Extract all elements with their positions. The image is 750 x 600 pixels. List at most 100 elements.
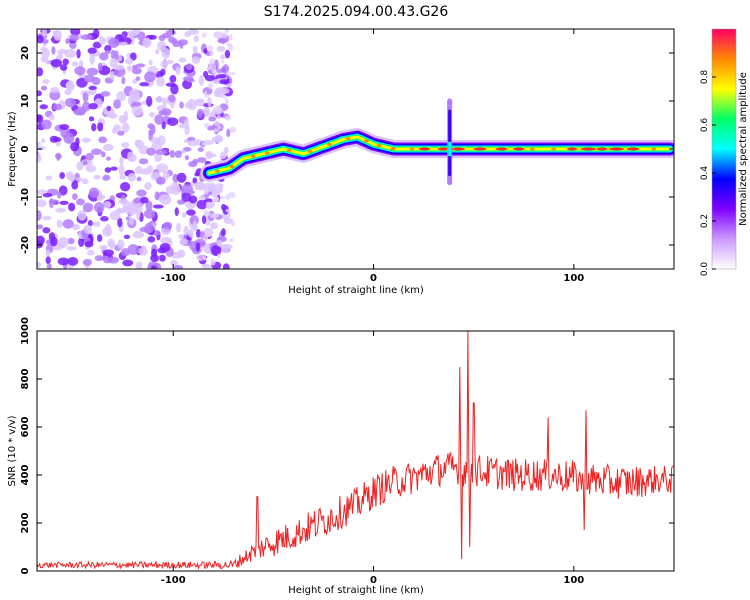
noise-blob xyxy=(135,63,146,68)
snr-y-ticks: 0 200 400 600 800 1000 xyxy=(20,317,674,574)
noise-blob xyxy=(106,105,112,112)
noise-blob xyxy=(222,64,230,74)
noise-blob xyxy=(154,191,160,201)
noise-blob xyxy=(208,82,214,90)
noise-blob xyxy=(195,229,201,238)
noise-blob xyxy=(139,226,150,233)
colorbar-gradient xyxy=(711,28,737,270)
noise-blob xyxy=(165,82,176,87)
noise-blob xyxy=(215,74,227,79)
noise-blob xyxy=(178,123,189,129)
noise-blob xyxy=(83,224,92,234)
noise-blob xyxy=(187,229,195,238)
y-tick-label: 0 xyxy=(20,567,31,574)
noise-blob xyxy=(174,150,182,158)
noise-blob xyxy=(220,243,230,254)
noise-blob xyxy=(228,238,234,243)
noise-blob xyxy=(37,141,42,147)
noise-blob xyxy=(128,172,137,182)
noise-blob xyxy=(175,66,181,76)
noise-blob xyxy=(145,200,153,211)
noise-blob xyxy=(89,53,95,65)
noise-blob xyxy=(170,103,175,109)
noise-blob xyxy=(119,156,124,166)
noise-blob xyxy=(221,32,228,39)
noise-blob xyxy=(181,192,192,202)
noise-blob xyxy=(41,39,49,44)
noise-blob xyxy=(131,101,142,107)
noise-blob xyxy=(100,216,109,222)
noise-blob xyxy=(55,208,67,213)
figure-title: S174.2025.094.00.43.G26 xyxy=(264,4,449,20)
noise-blob xyxy=(83,74,96,83)
noise-blob xyxy=(186,63,193,71)
noise-blob xyxy=(67,237,75,245)
noise-blob xyxy=(39,104,48,110)
noise-blob xyxy=(102,143,114,152)
noise-blob xyxy=(170,259,178,266)
noise-blob xyxy=(212,197,216,204)
noise-blob xyxy=(40,85,48,91)
noise-blob xyxy=(92,29,100,39)
noise-blob xyxy=(207,62,213,67)
noise-blob xyxy=(139,82,150,87)
noise-blob xyxy=(184,155,189,161)
noise-blob xyxy=(42,193,53,198)
noise-blob xyxy=(91,123,97,132)
noise-blob xyxy=(88,102,98,110)
noise-blob xyxy=(45,175,53,181)
noise-blob xyxy=(207,96,212,108)
noise-blob xyxy=(37,210,42,221)
noise-blob xyxy=(221,94,227,99)
noise-blob xyxy=(192,45,198,54)
noise-blob xyxy=(178,234,185,239)
noise-blob xyxy=(208,116,217,122)
noise-blob xyxy=(178,57,187,63)
noise-blob xyxy=(87,220,93,227)
noise-blob xyxy=(41,29,47,37)
noise-blob xyxy=(225,208,232,213)
noise-blob xyxy=(94,255,104,262)
noise-blob xyxy=(188,195,198,204)
ridge-peak xyxy=(345,137,351,141)
noise-blob xyxy=(169,149,176,158)
snr-x-ticks: -100 0 100 xyxy=(161,331,584,586)
noise-blob xyxy=(222,263,230,269)
noise-blob xyxy=(77,210,87,221)
noise-blob xyxy=(62,58,70,66)
noise-blob xyxy=(146,147,156,156)
noise-blob xyxy=(196,254,205,261)
noise-blob xyxy=(50,59,63,68)
noise-blob xyxy=(155,263,162,269)
noise-blob xyxy=(209,58,216,65)
noise-blob xyxy=(206,232,213,237)
noise-blob xyxy=(37,261,41,268)
noise-blob xyxy=(42,215,52,221)
noise-blob xyxy=(224,49,231,59)
snr-panel: -100 0 100 0 200 400 600 800 1000 Height of str… xyxy=(7,317,675,596)
noise-blob xyxy=(42,79,50,84)
noise-blob xyxy=(121,122,130,133)
colorbar-tick-label: 0.8 xyxy=(700,70,710,85)
noise-blob xyxy=(228,34,233,41)
noise-blob xyxy=(160,194,172,205)
noise-blob xyxy=(203,70,209,78)
noise-blob xyxy=(69,34,79,41)
noise-blob xyxy=(176,222,181,233)
noise-blob xyxy=(98,36,106,45)
noise-blob xyxy=(128,217,134,226)
snr-y-label: SNR (10 * v/v) xyxy=(7,415,18,486)
noise-blob xyxy=(71,180,79,190)
noise-blob xyxy=(127,30,139,37)
noise-blob xyxy=(132,230,145,239)
noise-blob xyxy=(192,177,198,184)
noise-blob xyxy=(172,173,179,183)
noise-blob xyxy=(72,193,78,200)
ridge-peak xyxy=(608,147,625,151)
noise-blob xyxy=(53,29,62,41)
x-tick-label: 0 xyxy=(370,575,377,586)
ridge-peak xyxy=(566,147,578,151)
colorbar: 0.0 0.2 0.4 0.6 0.8 Normalized spectral ampl… xyxy=(700,28,749,276)
noise-blob xyxy=(146,95,153,107)
noise-blob xyxy=(45,256,51,265)
